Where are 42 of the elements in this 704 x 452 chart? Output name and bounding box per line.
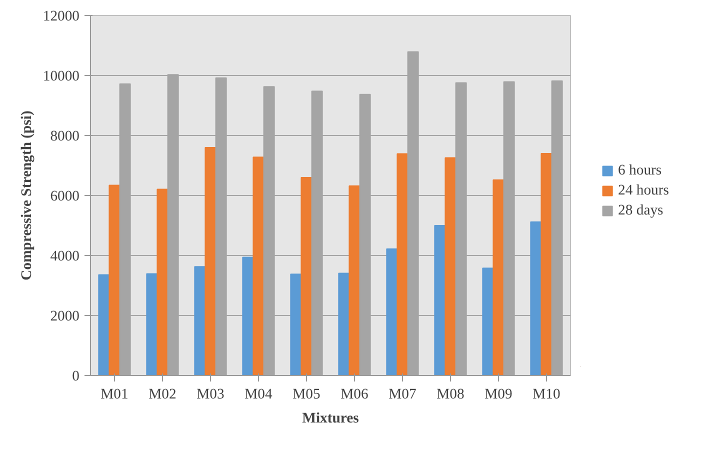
legend-label: 6 hours <box>618 162 662 179</box>
bar <box>482 268 494 376</box>
bar <box>492 179 504 376</box>
x-tick-label: M02 <box>148 386 176 402</box>
bar <box>194 266 206 376</box>
y-axis-title: Compressive Strength (psi) <box>18 110 35 280</box>
y-tick-label: 4000 <box>50 248 80 264</box>
bar <box>540 153 552 376</box>
y-tick-label: 0 <box>72 368 80 384</box>
bar <box>300 177 312 376</box>
bar <box>108 184 120 376</box>
x-tick-label: M05 <box>292 386 320 402</box>
bar <box>252 156 264 376</box>
bar <box>156 188 168 376</box>
bar <box>146 273 158 376</box>
x-tick-label: M09 <box>484 386 512 402</box>
legend-label: 28 days <box>618 202 664 219</box>
x-tick-label: M06 <box>340 386 368 402</box>
x-tick-label: M08 <box>436 386 464 402</box>
bar <box>204 147 216 376</box>
bar <box>348 185 360 376</box>
y-tick-label: 8000 <box>50 128 80 144</box>
y-tick-label: 10000 <box>42 68 80 84</box>
x-tick-label: M04 <box>244 386 274 402</box>
legend-label: 24 hours <box>618 182 669 199</box>
bar <box>98 274 110 376</box>
bar <box>386 248 398 376</box>
bar <box>444 157 456 376</box>
x-tick-label: M10 <box>532 386 560 402</box>
x-tick-label: M03 <box>196 386 224 402</box>
x-axis-title: Mixtures <box>302 410 360 426</box>
bar <box>434 225 446 376</box>
bar <box>338 272 350 376</box>
bar <box>290 274 302 376</box>
y-tick-label: 12000 <box>42 8 80 24</box>
x-tick-label: M07 <box>388 386 416 402</box>
y-tick-label: 6000 <box>50 188 80 204</box>
x-tick-label: M01 <box>100 386 128 402</box>
bar <box>530 221 542 376</box>
bar <box>396 153 408 376</box>
bar <box>242 256 254 376</box>
y-tick-label: 2000 <box>50 308 80 324</box>
